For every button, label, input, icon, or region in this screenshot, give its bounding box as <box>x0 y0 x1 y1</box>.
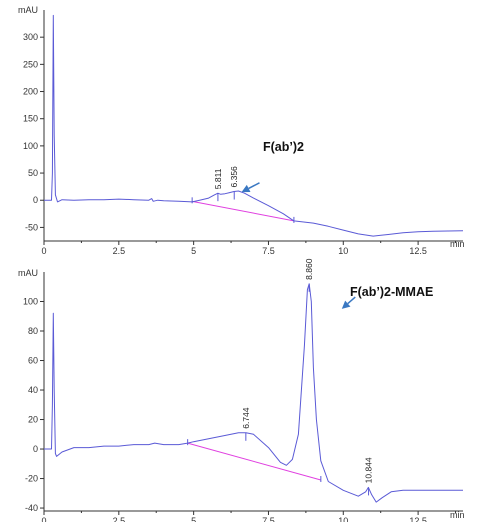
x-tick-label: 10 <box>338 516 348 522</box>
annotation-arrow-head <box>341 300 351 309</box>
integration-baseline <box>192 200 294 222</box>
y-tick-label: 20 <box>28 415 38 425</box>
annotation-label: F(ab’)2-MMAE <box>350 285 433 299</box>
x-tick-label: 10 <box>338 246 348 256</box>
y-tick-label: 0 <box>33 444 38 454</box>
x-tick-label: 5 <box>191 246 196 256</box>
y-tick-label: 150 <box>23 114 38 124</box>
chromatogram-bottom: mAU min F(ab’)2-MMAE -40 -20 0 20 40 60 80 100 0… <box>18 258 465 522</box>
x-tick-label: 2.5 <box>113 516 126 522</box>
x-tick-label: 7.5 <box>262 516 275 522</box>
annotation-arrow-shaft <box>248 182 260 190</box>
y-tick-label: 200 <box>23 87 38 97</box>
y-tick-label: 250 <box>23 59 38 69</box>
chromatogram-top: mAU min F(ab’)2 -50 0 50 100 150 200 250 300 0 2.… <box>18 5 465 256</box>
annotation-arrow-head <box>241 184 251 193</box>
x-tick-label: 7.5 <box>262 246 275 256</box>
y-tick-label: 40 <box>28 385 38 395</box>
peak-label: 5.811 <box>213 168 223 189</box>
annotation-label: F(ab’)2 <box>263 140 304 154</box>
x-tick-label: 12.5 <box>409 246 427 256</box>
y-tick-label: 100 <box>23 141 38 151</box>
peak-label: 6.744 <box>241 407 251 429</box>
peak-label: 8.860 <box>304 258 314 280</box>
chromatogram-trace <box>44 14 464 237</box>
y-tick-label: 50 <box>28 168 38 178</box>
y-tick-label: 100 <box>23 297 38 307</box>
peak-label: 10.844 <box>363 457 373 483</box>
y-tick-label: 300 <box>23 32 38 42</box>
x-unit-label: min <box>450 510 465 520</box>
y-tick-label: -20 <box>25 474 38 484</box>
x-tick-label: 0 <box>41 516 46 522</box>
y-tick-label: -50 <box>25 222 38 232</box>
x-tick-label: 2.5 <box>113 246 126 256</box>
y-tick-label: 0 <box>33 195 38 205</box>
y-unit-label: mAU <box>18 268 38 278</box>
chromatogram-trace <box>44 283 463 503</box>
y-tick-label: 60 <box>28 356 38 366</box>
x-tick-label: 0 <box>41 246 46 256</box>
y-tick-label: -40 <box>25 503 38 513</box>
peak-label: 6.356 <box>229 166 239 188</box>
x-tick-label: 12.5 <box>409 516 427 522</box>
integration-baseline <box>187 442 321 481</box>
x-unit-label: min <box>450 239 465 249</box>
y-unit-label: mAU <box>18 5 38 15</box>
x-tick-label: 5 <box>191 516 196 522</box>
annotation-arrow-shaft <box>347 296 356 305</box>
y-tick-label: 80 <box>28 326 38 336</box>
